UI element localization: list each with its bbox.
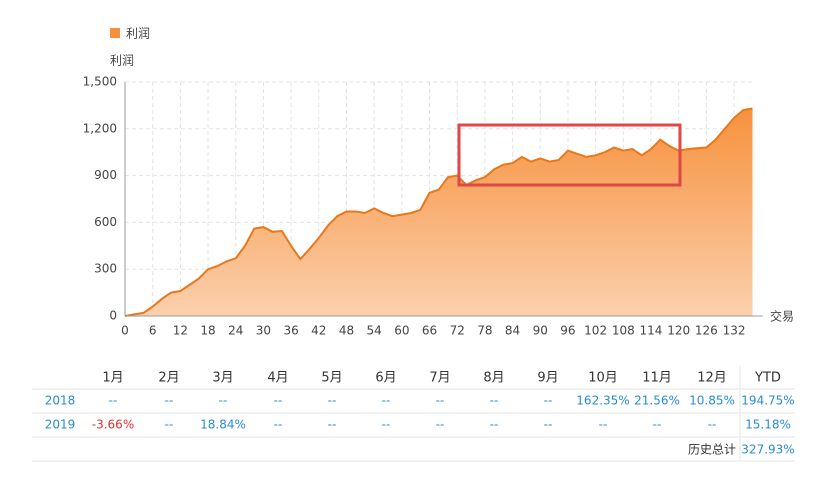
x-tick-label: 60 xyxy=(394,324,409,338)
table-header: YTD xyxy=(754,371,781,386)
x-tick-label: 30 xyxy=(256,324,271,338)
table-header: 7月 xyxy=(429,371,450,386)
table-header: 10月 xyxy=(588,371,618,386)
x-tick-label: 132 xyxy=(723,324,746,338)
table-header: 6月 xyxy=(375,371,396,386)
row-label: 2018 xyxy=(45,394,76,408)
x-tick-label: 90 xyxy=(533,324,548,338)
area xyxy=(125,108,753,316)
y-tick-label: 0 xyxy=(109,309,117,323)
table-cell: -- xyxy=(274,418,283,432)
row-label: 2019 xyxy=(45,418,76,432)
table-header: 11月 xyxy=(642,371,672,386)
table-cell: -- xyxy=(544,394,553,408)
x-tick-label: 114 xyxy=(640,324,663,338)
y-tick-label: 1,500 xyxy=(83,75,117,89)
table-header: 4月 xyxy=(267,371,288,386)
y-tick-label: 300 xyxy=(94,262,117,276)
table-cell: -- xyxy=(490,418,499,432)
y-tick-label: 1,200 xyxy=(83,121,117,135)
line xyxy=(124,107,753,317)
x-tick-label: 0 xyxy=(121,324,129,338)
y-tick-label: 600 xyxy=(94,215,117,229)
table-header: 8月 xyxy=(483,371,504,386)
x-tick-label: 42 xyxy=(311,324,326,338)
y-tick-label: 900 xyxy=(94,168,117,182)
x-tick-label: 36 xyxy=(283,324,298,338)
table-cell: 18.84% xyxy=(200,418,246,432)
x-tick-label: 120 xyxy=(667,324,690,338)
x-tick-label: 78 xyxy=(477,324,492,338)
x-tick-label: 66 xyxy=(422,324,437,338)
x-tick-label: 12 xyxy=(173,324,188,338)
x-tick-label: 6 xyxy=(149,324,157,338)
y-axis-label: 利润 xyxy=(110,54,134,68)
x-tick-label: 102 xyxy=(584,324,607,338)
footer-label: 历史总计 xyxy=(688,443,736,457)
table-cell: -- xyxy=(436,394,445,408)
table-cell: 10.85% xyxy=(689,394,735,408)
table-cell: -- xyxy=(328,418,337,432)
x-tick-label: 72 xyxy=(450,324,465,338)
x-tick-label: 84 xyxy=(505,324,520,338)
table-header: 2月 xyxy=(158,371,179,386)
footer-value: 327.93% xyxy=(741,443,794,457)
x-tick-label: 126 xyxy=(695,324,718,338)
table-cell: -- xyxy=(599,418,608,432)
table-cell: -- xyxy=(382,418,391,432)
x-tick-label: 24 xyxy=(228,324,243,338)
table-cell: 194.75% xyxy=(741,394,794,408)
legend-swatch xyxy=(110,28,120,38)
table-header: 3月 xyxy=(212,371,233,386)
x-tick-label: 96 xyxy=(560,324,575,338)
table-cell: -- xyxy=(708,418,717,432)
table-cell: -- xyxy=(274,394,283,408)
table-cell: 15.18% xyxy=(745,418,791,432)
table-cell: -- xyxy=(653,418,662,432)
table-cell: 162.35% xyxy=(576,394,629,408)
table-cell: -3.66% xyxy=(92,418,134,432)
table-cell: -- xyxy=(490,394,499,408)
table-cell: 21.56% xyxy=(634,394,680,408)
x-tick-label: 18 xyxy=(200,324,215,338)
x-axis-label: 交易 xyxy=(770,309,794,324)
table-cell: -- xyxy=(382,394,391,408)
table-cell: -- xyxy=(219,394,228,408)
table-header: 1月 xyxy=(102,371,123,386)
table-cell: -- xyxy=(328,394,337,408)
x-tick-label: 54 xyxy=(367,324,382,338)
legend-label: 利润 xyxy=(126,27,150,41)
x-tick-label: 108 xyxy=(612,324,635,338)
table-cell: -- xyxy=(544,418,553,432)
table-cell: -- xyxy=(436,418,445,432)
table-header: 12月 xyxy=(697,371,727,386)
table-cell: -- xyxy=(165,394,174,408)
table-header: 5月 xyxy=(321,371,342,386)
table-cell: -- xyxy=(165,418,174,432)
x-tick-label: 48 xyxy=(339,324,354,338)
highlight-box xyxy=(457,123,682,187)
table-cell: -- xyxy=(109,394,118,408)
table-header: 9月 xyxy=(537,371,558,386)
